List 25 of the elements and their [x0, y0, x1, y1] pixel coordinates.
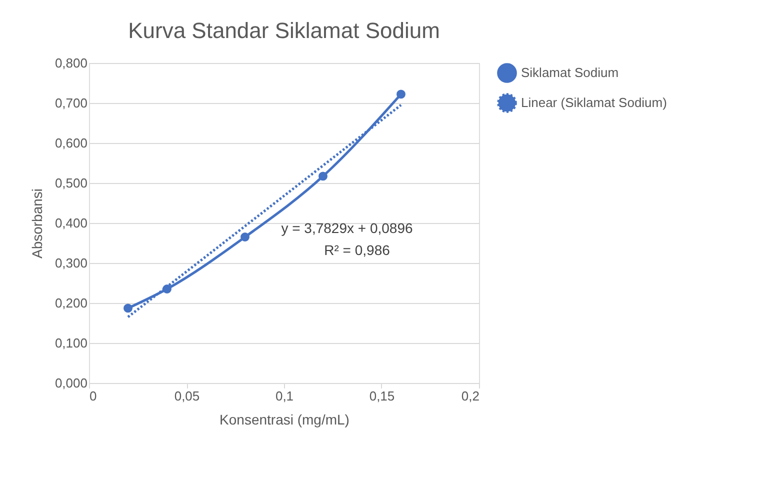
chart-title: Kurva Standar Siklamat Sodium — [128, 18, 440, 43]
point — [396, 90, 406, 99]
y-tick-label: 0,400 — [54, 216, 88, 230]
point — [240, 232, 250, 242]
point — [124, 304, 132, 313]
x-tick-label: 0,15 — [369, 388, 395, 404]
y-axis-title: Absorbansi — [28, 188, 45, 259]
y-tick-label: 0,800 — [54, 56, 88, 70]
x-tick-label: 0,1 — [275, 388, 294, 404]
x-tick-label: 0,2 — [461, 388, 480, 404]
y-tick-label: 0,200 — [54, 296, 88, 310]
y-tick-label: 0,300 — [54, 256, 88, 270]
annotation: R² = 0,986 — [324, 242, 390, 258]
y-tick-label: 0,100 — [54, 336, 88, 350]
y-tick-label: 0,000 — [54, 376, 88, 390]
y-tick-label: 0,600 — [54, 136, 88, 150]
x-axis-title: Konsentrasi (mg/mL) — [220, 412, 350, 428]
legend-label: Siklamat Sodium — [521, 65, 619, 80]
point — [318, 172, 328, 181]
x-tick-label: 0,05 — [174, 388, 200, 404]
legend-label: Linear (Siklamat Sodium) — [521, 95, 667, 110]
y-tick-label: 0,700 — [54, 96, 88, 110]
x-tick-label: 0 — [90, 388, 97, 404]
y-tick-label: 0,500 — [54, 176, 88, 190]
annotation: y = 3,7829x + 0,0896 — [281, 220, 413, 236]
